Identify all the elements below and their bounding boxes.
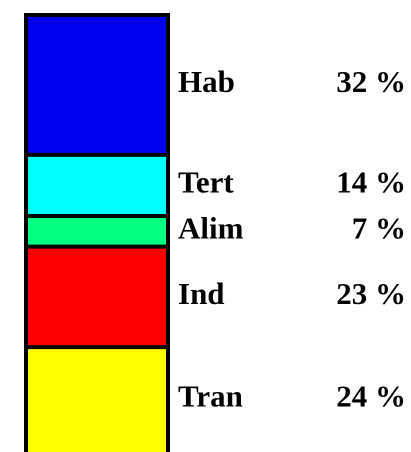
value-label: 14 %	[336, 165, 406, 200]
value-label: 24 %	[336, 379, 406, 414]
value-label: 23 %	[336, 276, 406, 311]
bar-segment	[26, 246, 168, 348]
bar-segment	[26, 15, 168, 155]
bar-segment	[26, 216, 168, 247]
bar-segment	[26, 347, 168, 452]
category-label: Tran	[178, 379, 243, 414]
category-label: Ind	[178, 276, 225, 311]
category-label: Hab	[178, 64, 235, 99]
value-label: 32 %	[336, 64, 406, 99]
category-label: Tert	[178, 165, 234, 200]
value-label: 7 %	[352, 210, 406, 245]
bar-segment	[26, 154, 168, 217]
category-label: Alim	[178, 210, 244, 245]
